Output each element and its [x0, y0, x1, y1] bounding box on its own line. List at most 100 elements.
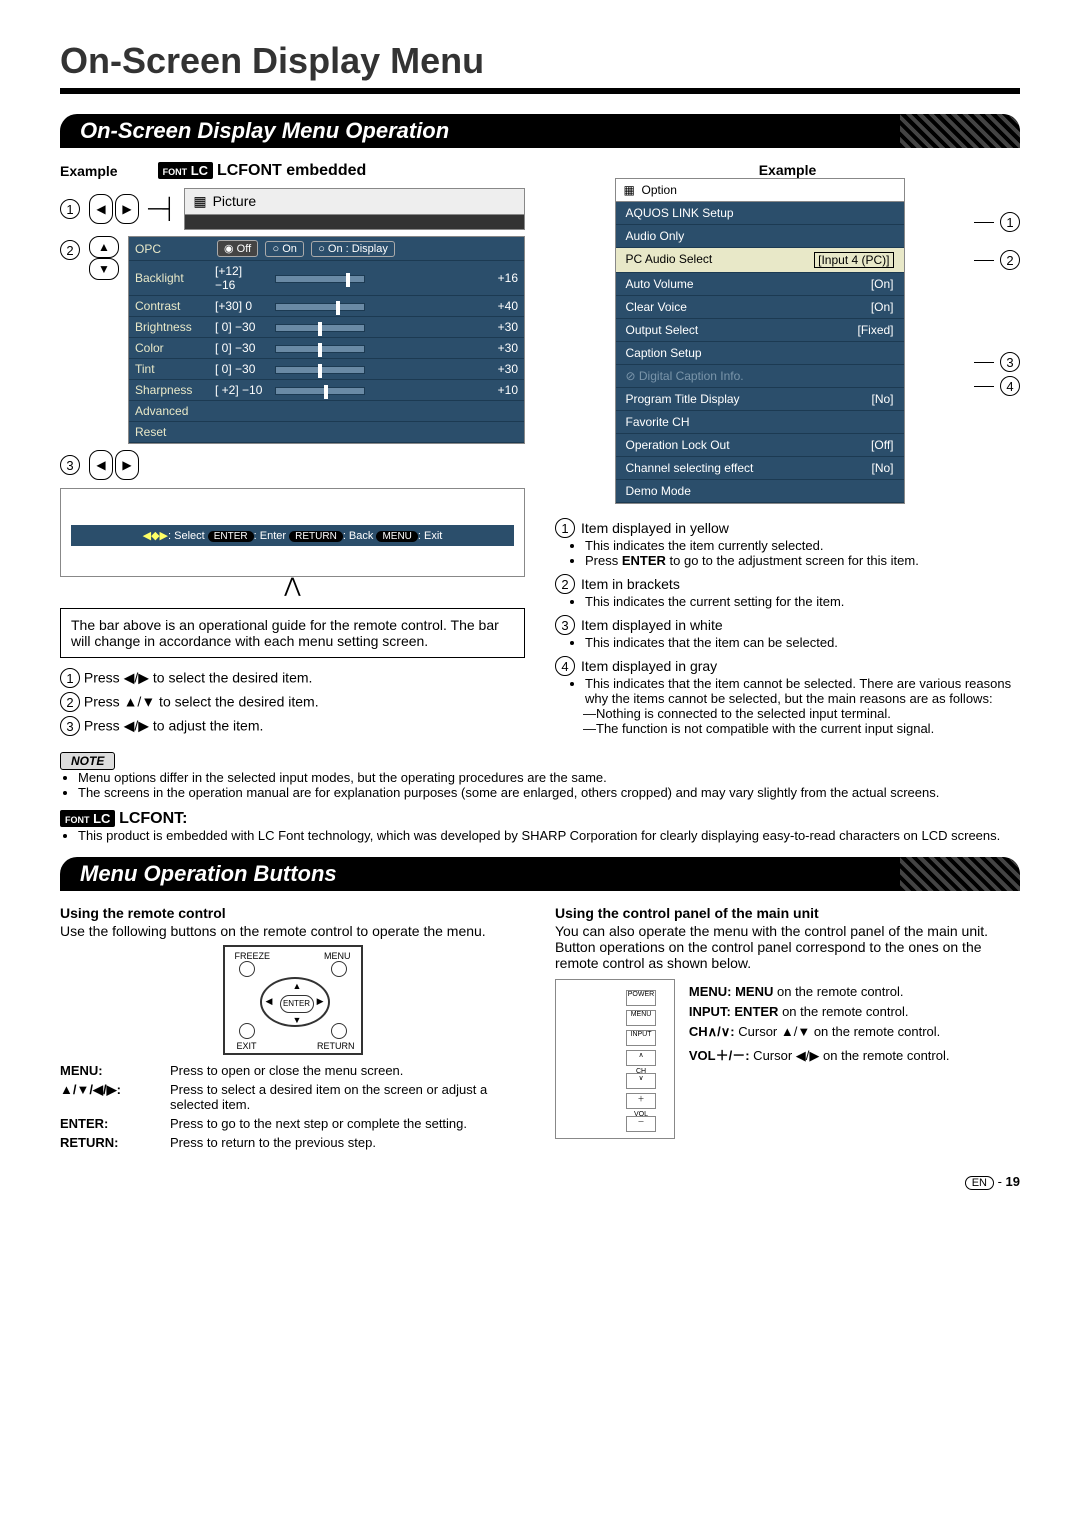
- step-marker-2: 2: [60, 240, 80, 260]
- left-arrow-icon-3[interactable]: ◀: [89, 450, 113, 480]
- step-marker-3: 3: [60, 455, 80, 475]
- legend-1-heading: Item displayed in yellow: [581, 520, 729, 536]
- backlight-row[interactable]: Backlight[+12] −16+16: [129, 261, 524, 296]
- def-arrows-key: ▲/▼/◀/▶:: [60, 1082, 170, 1112]
- panel-input-button[interactable]: INPUT: [626, 1030, 656, 1046]
- exit-label: EXIT: [237, 1041, 257, 1051]
- remote-column: Using the remote control Use the followi…: [60, 905, 525, 1154]
- right-arrow-icon[interactable]: ▶: [115, 194, 139, 224]
- menu-label: MENU: [324, 951, 351, 961]
- up-arrow-icon[interactable]: ▲: [89, 236, 119, 258]
- menu-button-icon[interactable]: [331, 961, 347, 977]
- option-pc-audio-select[interactable]: PC Audio Select[Input 4 (PC)]: [616, 248, 904, 273]
- freeze-button-icon[interactable]: [239, 961, 255, 977]
- enter-button-icon[interactable]: ENTER: [280, 995, 314, 1013]
- dpad-icon[interactable]: ▲ ▼ ◀ ▶ ENTER: [260, 977, 330, 1027]
- advanced-row[interactable]: Advanced: [129, 401, 524, 422]
- option-demo-mode[interactable]: Demo Mode: [616, 480, 904, 503]
- option-clear-voice[interactable]: Clear Voice[On]: [616, 296, 904, 319]
- step-3-text: Press ◀/▶ to adjust the item.: [84, 718, 264, 734]
- option-digital-caption: ⊘ Digital Caption Info.: [616, 365, 904, 388]
- def-menu-desc: Press to open or close the menu screen.: [170, 1063, 525, 1078]
- panel-heading: Using the control panel of the main unit: [555, 905, 1020, 921]
- down-arrow-icon[interactable]: ▼: [89, 258, 119, 280]
- panel-menu-button[interactable]: MENU: [626, 1010, 656, 1026]
- option-aquos-link[interactable]: AQUOS LINK Setup: [616, 202, 904, 225]
- opc-row[interactable]: OPC ◉ Off ○ On ○ On : Display: [129, 237, 524, 261]
- panel-def-input: INPUT: ENTER on the remote control.: [689, 1004, 969, 1019]
- right-arrow-icon-3[interactable]: ▶: [115, 450, 139, 480]
- step-2-text: Press ▲/▼ to select the desired item.: [84, 694, 319, 710]
- legend-4-heading: Item displayed in gray: [581, 658, 717, 674]
- tint-row[interactable]: Tint[ 0] −30+30: [129, 359, 524, 380]
- left-arrow-icon[interactable]: ◀: [89, 194, 113, 224]
- panel-def-ch: CH∧/∨: Cursor ▲/▼ on the remote control.: [689, 1024, 969, 1040]
- title-rule: [60, 88, 1020, 94]
- opc-on-display-pill[interactable]: ○ On : Display: [311, 241, 395, 257]
- guide-panel: ◀◆▶: Select ENTER: Enter RETURN: Back ME…: [60, 488, 525, 577]
- opc-label: OPC: [129, 237, 209, 261]
- reset-row[interactable]: Reset: [129, 422, 524, 443]
- option-operation-lock[interactable]: Operation Lock Out[Off]: [616, 434, 904, 457]
- step-1-text: Press ◀/▶ to select the desired item.: [84, 670, 313, 686]
- panel-def-vol: VOL＋/－: Cursor ◀/▶ on the remote control…: [689, 1045, 969, 1064]
- option-auto-volume[interactable]: Auto Volume[On]: [616, 273, 904, 296]
- section-osd-operation: On-Screen Display Menu Operation: [60, 114, 1020, 148]
- legend-4-dash1: —Nothing is connected to the selected in…: [583, 706, 1020, 721]
- example-label-left: Example: [60, 163, 118, 179]
- panel-ch-down[interactable]: ∨: [626, 1073, 656, 1089]
- return-label: RETURN: [317, 1041, 355, 1051]
- brightness-row[interactable]: Brightness[ 0] −30+30: [129, 317, 524, 338]
- picture-label: Picture: [213, 193, 257, 209]
- option-caption-setup[interactable]: Caption Setup: [616, 342, 904, 365]
- option-program-title[interactable]: Program Title Display[No]: [616, 388, 904, 411]
- panel-diagram: POWER MENU INPUT ∧ CH ∨ ＋ VOL －: [555, 979, 675, 1139]
- page-number: EN - 19: [60, 1174, 1020, 1189]
- section-menu-buttons-text: Menu Operation Buttons: [80, 861, 337, 886]
- def-enter-key: ENTER:: [60, 1116, 170, 1131]
- picture-settings-table: OPC ◉ Off ○ On ○ On : Display Backlight[…: [129, 237, 524, 443]
- picture-menu-title-bar: ▦Picture: [184, 188, 525, 230]
- option-favorite-ch[interactable]: Favorite CH: [616, 411, 904, 434]
- return-button-icon[interactable]: [331, 1023, 347, 1039]
- up-down-buttons: ▲ ▼: [88, 236, 120, 280]
- def-return-key: RETURN:: [60, 1135, 170, 1150]
- legend-1-b2: Press ENTER to go to the adjustment scre…: [585, 553, 1020, 568]
- legend-1-b1: This indicates the item currently select…: [585, 538, 1020, 553]
- note-badge: NOTE: [60, 752, 115, 770]
- operation-steps: 1 Press ◀/▶ to select the desired item. …: [60, 668, 525, 736]
- sharpness-row[interactable]: Sharpness[ +2] −10+10: [129, 380, 524, 401]
- panel-vol-down[interactable]: －: [626, 1116, 656, 1132]
- option-callouts: 1 2 3 4: [974, 178, 1020, 396]
- panel-ch-up[interactable]: ∧: [626, 1050, 656, 1066]
- panel-intro2: Button operations on the control panel c…: [555, 939, 1020, 971]
- example-label-right: Example: [759, 162, 817, 178]
- color-row[interactable]: Color[ 0] −30+30: [129, 338, 524, 359]
- option-output-select[interactable]: Output Select[Fixed]: [616, 319, 904, 342]
- option-menu: ▦ Option AQUOS LINK Setup Audio Only PC …: [615, 178, 905, 504]
- lcfont-body: This product is embedded with LC Font te…: [78, 828, 1020, 843]
- guide-explanation: The bar above is an operational guide fo…: [60, 608, 525, 658]
- panel-vol-up[interactable]: ＋: [626, 1093, 656, 1109]
- guide-bar: ◀◆▶: Select ENTER: Enter RETURN: Back ME…: [71, 525, 514, 546]
- option-menu-title: ▦ Option: [616, 179, 904, 202]
- right-column: Example ▦ Option AQUOS LINK Setup Audio …: [555, 162, 1020, 740]
- option-channel-effect[interactable]: Channel selecting effect[No]: [616, 457, 904, 480]
- opc-off-pill[interactable]: ◉ Off: [217, 240, 258, 257]
- contrast-row[interactable]: Contrast[+30] 0+40: [129, 296, 524, 317]
- lcfont-section: FONT LC LCFONT: This product is embedded…: [60, 810, 1020, 843]
- remote-button-defs: MENU:Press to open or close the menu scr…: [60, 1063, 525, 1150]
- panel-column: Using the control panel of the main unit…: [555, 905, 1020, 1154]
- legend-2-heading: Item in brackets: [581, 576, 680, 592]
- legend-3-heading: Item displayed in white: [581, 617, 723, 633]
- def-arrows-desc: Press to select a desired item on the sc…: [170, 1082, 525, 1112]
- left-right-buttons-1: ◀ ▶: [88, 194, 140, 224]
- option-audio-only[interactable]: Audio Only: [616, 225, 904, 248]
- exit-button-icon[interactable]: [239, 1023, 255, 1039]
- panel-power-button[interactable]: POWER: [626, 990, 656, 1006]
- lcfont-embedded-text: LCFONT embedded: [217, 162, 366, 179]
- def-enter-desc: Press to go to the next step or complete…: [170, 1116, 525, 1131]
- lcfont-logo-icon: FONT LC: [158, 162, 213, 179]
- opc-on-pill[interactable]: ○ On: [265, 241, 303, 257]
- def-return-desc: Press to return to the previous step.: [170, 1135, 525, 1150]
